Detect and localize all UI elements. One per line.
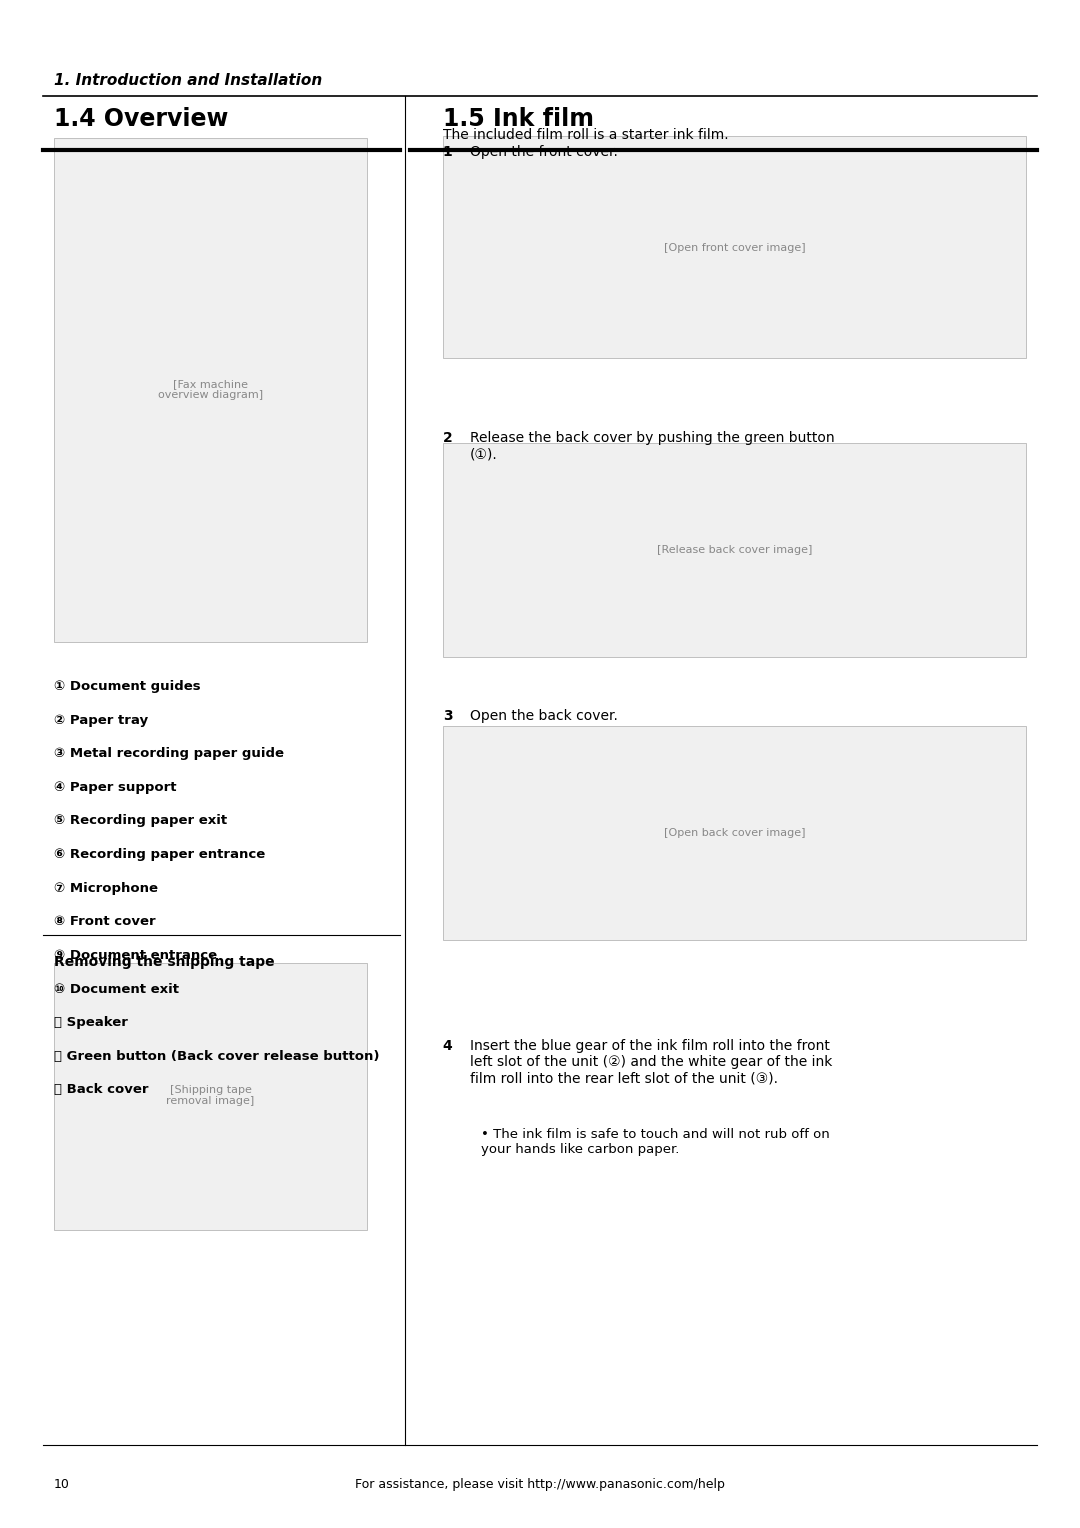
Text: ⑦ Microphone: ⑦ Microphone: [54, 882, 158, 895]
Text: ⑨ Document entrance: ⑨ Document entrance: [54, 949, 217, 963]
Text: 10: 10: [54, 1478, 70, 1491]
Text: Open the front cover.: Open the front cover.: [470, 145, 618, 159]
Text: 3: 3: [443, 709, 453, 723]
FancyBboxPatch shape: [54, 963, 367, 1230]
Text: [Release back cover image]: [Release back cover image]: [657, 545, 812, 555]
Text: Release the back cover by pushing the green button
(①).: Release the back cover by pushing the gr…: [470, 431, 835, 461]
FancyBboxPatch shape: [443, 136, 1026, 358]
Text: ③ Metal recording paper guide: ③ Metal recording paper guide: [54, 747, 284, 761]
Text: [Shipping tape
removal image]: [Shipping tape removal image]: [166, 1085, 255, 1106]
Text: 4: 4: [443, 1039, 453, 1053]
Text: ② Paper tray: ② Paper tray: [54, 714, 148, 727]
Text: • The ink film is safe to touch and will not rub off on
your hands like carbon p: • The ink film is safe to touch and will…: [481, 1128, 829, 1155]
FancyBboxPatch shape: [443, 443, 1026, 657]
Text: For assistance, please visit http://www.panasonic.com/help: For assistance, please visit http://www.…: [355, 1478, 725, 1491]
FancyBboxPatch shape: [54, 138, 367, 642]
Text: ④ Paper support: ④ Paper support: [54, 781, 176, 795]
Text: ① Document guides: ① Document guides: [54, 680, 201, 694]
Text: 1.5 Ink film: 1.5 Ink film: [443, 107, 594, 131]
Text: ⑪ Speaker: ⑪ Speaker: [54, 1016, 127, 1030]
Text: [Open back cover image]: [Open back cover image]: [663, 828, 806, 837]
Text: Open the back cover.: Open the back cover.: [470, 709, 618, 723]
Text: ⑩ Document exit: ⑩ Document exit: [54, 983, 179, 996]
Text: 1.4 Overview: 1.4 Overview: [54, 107, 228, 131]
Text: [Open front cover image]: [Open front cover image]: [663, 243, 806, 252]
Text: ⑥ Recording paper entrance: ⑥ Recording paper entrance: [54, 848, 266, 862]
Text: 1: 1: [443, 145, 453, 159]
Text: Insert the blue gear of the ink film roll into the front
left slot of the unit (: Insert the blue gear of the ink film rol…: [470, 1039, 833, 1085]
FancyBboxPatch shape: [443, 726, 1026, 940]
Text: 2: 2: [443, 431, 453, 445]
Text: [Fax machine
overview diagram]: [Fax machine overview diagram]: [158, 379, 264, 400]
Text: 1. Introduction and Installation: 1. Introduction and Installation: [54, 73, 322, 89]
Text: The included film roll is a starter ink film.: The included film roll is a starter ink …: [443, 128, 728, 142]
Text: ⑧ Front cover: ⑧ Front cover: [54, 915, 156, 929]
Text: ⑬ Back cover: ⑬ Back cover: [54, 1083, 149, 1097]
Text: ⑫ Green button (Back cover release button): ⑫ Green button (Back cover release butto…: [54, 1050, 379, 1063]
Text: ⑤ Recording paper exit: ⑤ Recording paper exit: [54, 814, 227, 828]
Text: Removing the shipping tape: Removing the shipping tape: [54, 955, 274, 969]
